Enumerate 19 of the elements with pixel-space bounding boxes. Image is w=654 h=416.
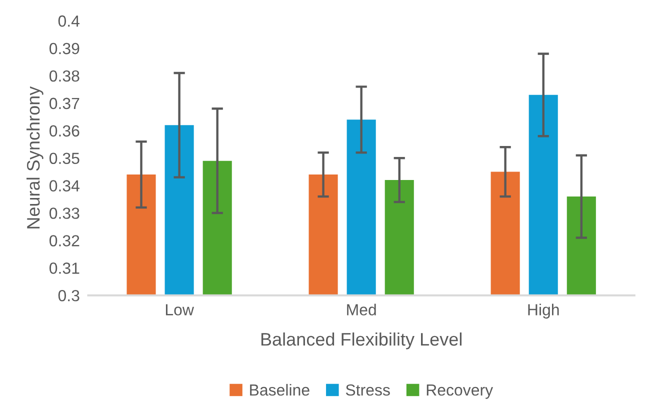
legend-label: Baseline (250, 384, 310, 396)
y-tick-label: 0.3 (58, 290, 80, 302)
y-tick-label: 0.34 (49, 180, 80, 192)
legend-label: Stress (346, 384, 390, 396)
x-axis-title: Balanced Flexibility Level (261, 332, 462, 350)
x-tick-label: Low (166, 304, 194, 316)
y-tick-label: 0.4 (58, 15, 80, 27)
y-tick-label: 0.31 (49, 262, 80, 274)
x-tick-label: Med (347, 304, 376, 316)
y-tick-label: 0.36 (49, 125, 80, 137)
y-tick-label: 0.33 (49, 208, 80, 219)
x-tick-label: High (528, 304, 559, 319)
legend-label: Recovery (426, 384, 494, 399)
y-axis-title: Neural Synchrony (26, 86, 44, 228)
y-tick-label: 0.37 (49, 98, 80, 110)
y-tick-label: 0.32 (49, 235, 80, 246)
y-tick-label: 0.38 (49, 70, 80, 82)
y-tick-label: 0.35 (49, 152, 80, 164)
y-tick-label: 0.39 (49, 42, 80, 54)
